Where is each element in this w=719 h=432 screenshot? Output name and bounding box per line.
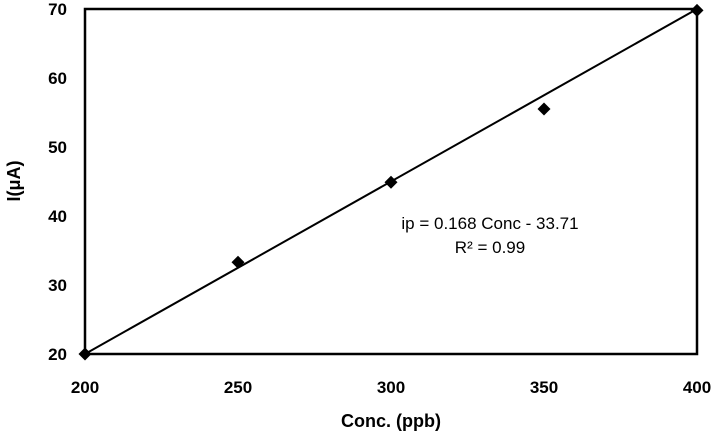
trendline-equation: ip = 0.168 Conc - 33.71 — [401, 214, 578, 233]
x-tick-label-2: 300 — [377, 378, 405, 397]
x-axis-tick-labels: 200 250 300 350 400 — [71, 378, 711, 397]
y-tick-label-1: 30 — [48, 276, 67, 295]
y-tick-label-0: 20 — [48, 345, 67, 364]
data-point-4 — [690, 3, 704, 17]
x-tick-label-3: 350 — [530, 378, 558, 397]
r-squared-label: R² = 0.99 — [455, 238, 525, 257]
y-tick-label-4: 60 — [48, 69, 67, 88]
x-tick-label-0: 200 — [71, 378, 99, 397]
x-tick-label-4: 400 — [683, 378, 711, 397]
y-axis-title: I(μA) — [4, 160, 24, 201]
data-point-2 — [384, 175, 398, 189]
y-axis-tick-labels: 20 30 40 50 60 70 — [48, 0, 67, 364]
data-point-0 — [78, 347, 92, 361]
x-tick-label-1: 250 — [224, 378, 252, 397]
data-point-1 — [231, 255, 245, 269]
x-axis-title: Conc. (ppb) — [341, 411, 441, 431]
data-points — [78, 3, 704, 361]
y-tick-label-2: 40 — [48, 207, 67, 226]
data-point-3 — [537, 102, 551, 116]
y-tick-label-3: 50 — [48, 138, 67, 157]
y-tick-label-5: 70 — [48, 0, 67, 19]
